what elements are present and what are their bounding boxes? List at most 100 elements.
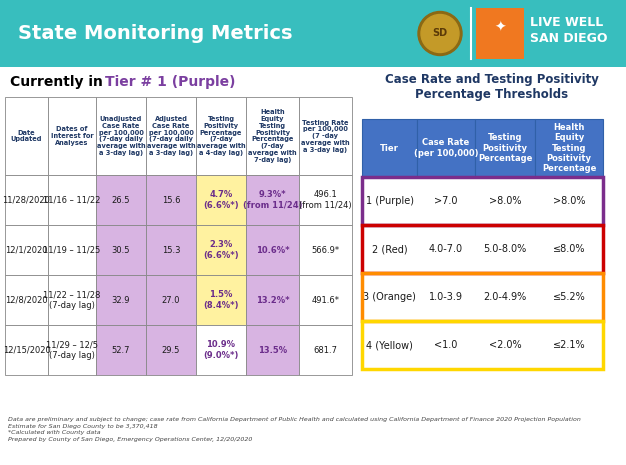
Text: Health
Equity
Testing
Positivity
Percentage: Health Equity Testing Positivity Percent…	[542, 123, 596, 173]
Text: >8.0%: >8.0%	[553, 196, 585, 206]
Text: 11/28/2020: 11/28/2020	[3, 195, 51, 205]
Text: SD: SD	[433, 28, 448, 39]
Bar	[48, 325, 96, 375]
Bar	[48, 225, 96, 275]
Bar	[362, 177, 603, 225]
Bar	[299, 225, 352, 275]
Text: 27.0: 27.0	[162, 295, 180, 305]
Text: 11/16 – 11/22: 11/16 – 11/22	[43, 195, 101, 205]
Text: Adjusted
Case Rate
per 100,000
(7-day daily
average with
a 3-day lag): Adjusted Case Rate per 100,000 (7-day da…	[146, 116, 195, 156]
Text: 496.1
(from 11/24): 496.1 (from 11/24)	[299, 190, 352, 210]
Bar	[96, 225, 146, 275]
Text: 12/1/2020: 12/1/2020	[5, 246, 48, 254]
Bar	[96, 175, 146, 225]
Circle shape	[421, 14, 459, 53]
Text: 32.9: 32.9	[112, 295, 130, 305]
Bar	[196, 175, 246, 225]
Bar	[0, 0, 626, 67]
Text: 15.3: 15.3	[162, 246, 180, 254]
Text: 3 (Orange): 3 (Orange)	[363, 292, 416, 302]
Text: 681.7: 681.7	[314, 345, 337, 354]
Bar	[362, 273, 603, 321]
Bar	[146, 325, 196, 375]
Text: 1.5%
(8.4%*): 1.5% (8.4%*)	[203, 290, 239, 310]
Text: <1.0: <1.0	[434, 340, 458, 350]
Bar	[146, 275, 196, 325]
Text: 4.0-7.0: 4.0-7.0	[429, 244, 463, 254]
Bar	[362, 225, 603, 273]
Text: Tier: Tier	[380, 144, 399, 153]
Text: Case Rate and Testing Positivity
Percentage Thresholds: Case Rate and Testing Positivity Percent…	[385, 73, 599, 101]
Bar	[196, 275, 246, 325]
Text: 9.3%*
(from 11/24): 9.3%* (from 11/24)	[243, 190, 302, 210]
Text: Testing
Positivity
Percentage: Testing Positivity Percentage	[478, 133, 532, 163]
Text: 1 (Purple): 1 (Purple)	[366, 196, 414, 206]
Bar	[96, 275, 146, 325]
Text: Testing Rate
per 100,000
(7 -day
average with
a 3-day lag): Testing Rate per 100,000 (7 -day average…	[301, 120, 350, 153]
Bar	[48, 175, 96, 225]
Text: 13.5%: 13.5%	[258, 345, 287, 354]
Bar	[5, 275, 48, 325]
Bar	[96, 325, 146, 375]
Bar	[146, 225, 196, 275]
Bar	[196, 97, 246, 175]
Text: 1.0-3.9: 1.0-3.9	[429, 292, 463, 302]
Bar	[476, 8, 524, 59]
Bar	[246, 225, 299, 275]
Bar	[362, 273, 603, 321]
Bar	[48, 275, 96, 325]
Text: 26.5: 26.5	[112, 195, 130, 205]
Bar	[5, 325, 48, 375]
Text: ≤2.1%: ≤2.1%	[553, 340, 585, 350]
Bar	[246, 97, 299, 175]
Bar	[299, 325, 352, 375]
Text: Testing
Positivity
Percentage
(7-day
average with
a 4-day lag): Testing Positivity Percentage (7-day ave…	[197, 116, 245, 156]
Bar	[96, 97, 146, 175]
Bar	[246, 275, 299, 325]
Text: 566.9*: 566.9*	[312, 246, 339, 254]
Bar	[417, 119, 475, 177]
Text: >7.0: >7.0	[434, 196, 458, 206]
Text: Case Rate
(per 100,000): Case Rate (per 100,000)	[414, 139, 478, 158]
Text: State Monitoring Metrics: State Monitoring Metrics	[18, 24, 292, 43]
Text: 10.9%
(9.0%*): 10.9% (9.0%*)	[203, 340, 239, 360]
Text: 12/15/2020: 12/15/2020	[3, 345, 50, 354]
Text: Currently in: Currently in	[10, 75, 108, 89]
Bar	[299, 275, 352, 325]
Text: 2.3%
(6.6%*): 2.3% (6.6%*)	[203, 240, 239, 259]
Text: 29.5: 29.5	[162, 345, 180, 354]
Bar	[362, 177, 603, 225]
Text: 4 (Yellow): 4 (Yellow)	[366, 340, 413, 350]
Text: 12/8/2020: 12/8/2020	[5, 295, 48, 305]
Bar	[5, 175, 48, 225]
Text: 2.0-4.9%: 2.0-4.9%	[483, 292, 526, 302]
Text: LIVE WELL: LIVE WELL	[530, 15, 603, 28]
Bar	[48, 97, 96, 175]
Text: ≤5.2%: ≤5.2%	[553, 292, 585, 302]
Bar	[362, 321, 603, 369]
Text: Data are preliminary and subject to change; case rate from California Department: Data are preliminary and subject to chan…	[8, 417, 581, 442]
Bar	[362, 225, 603, 273]
Text: 30.5: 30.5	[112, 246, 130, 254]
Text: 13.2%*: 13.2%*	[255, 295, 289, 305]
Bar	[299, 175, 352, 225]
Text: 52.7: 52.7	[112, 345, 130, 354]
Bar	[5, 225, 48, 275]
Text: 11/22 – 11/28
(7-day lag): 11/22 – 11/28 (7-day lag)	[43, 290, 101, 310]
Circle shape	[418, 12, 462, 55]
Bar	[196, 225, 246, 275]
Bar	[362, 321, 603, 369]
Bar	[146, 175, 196, 225]
Text: Health
Equity
Testing
Positivity
Percentage
(7-day
average with
7-day lag): Health Equity Testing Positivity Percent…	[248, 109, 297, 163]
Text: 10.6%*: 10.6%*	[255, 246, 289, 254]
Text: Dates of
Interest for
Analyses: Dates of Interest for Analyses	[51, 126, 93, 146]
Text: 491.6*: 491.6*	[312, 295, 339, 305]
Bar	[362, 119, 417, 177]
Text: 11/29 – 12/5
(7-day lag): 11/29 – 12/5 (7-day lag)	[46, 340, 98, 360]
Text: 11/19 – 11/25: 11/19 – 11/25	[43, 246, 101, 254]
Bar	[246, 175, 299, 225]
Bar	[196, 325, 246, 375]
Text: ✦: ✦	[494, 20, 506, 34]
Text: 15.6: 15.6	[162, 195, 180, 205]
Text: ≤8.0%: ≤8.0%	[553, 244, 585, 254]
